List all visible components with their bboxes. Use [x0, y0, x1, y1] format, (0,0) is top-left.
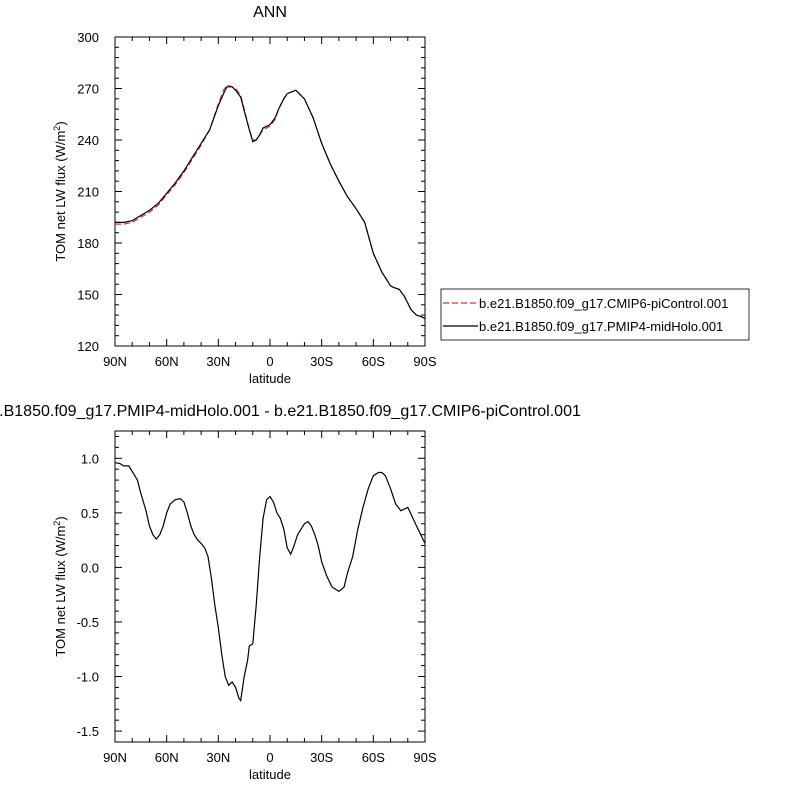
x-tick-label: 90N: [103, 750, 127, 765]
x-tick-label: 30N: [206, 750, 230, 765]
y-tick-label: 120: [77, 339, 99, 354]
series-line-1: [115, 86, 426, 320]
x-tick-label: 60N: [155, 354, 179, 369]
y-axis-label-main: TOM net LW flux (W/m: [53, 526, 68, 657]
y-axis-label: TOM net LW flux (W/m2): [52, 121, 68, 261]
y-tick-label: -1.5: [77, 724, 99, 739]
chart-title: b.e21.B1850.f09_g17.PMIP4-midHolo.001 - …: [0, 403, 581, 420]
x-tick-label: 90S: [413, 750, 436, 765]
x-axis-label: latitude: [249, 371, 291, 386]
legend: b.e21.B1850.f09_g17.CMIP6-piControl.001b…: [440, 288, 750, 341]
legend-label-0: b.e21.B1850.f09_g17.CMIP6-piControl.001: [479, 296, 728, 311]
x-axis-label: latitude: [249, 767, 291, 782]
plot-frame: [114, 36, 426, 347]
x-tick-label: 30S: [310, 354, 333, 369]
x-tick-label: 0: [266, 354, 273, 369]
y-tick-label: 240: [77, 133, 99, 148]
y-tick-label: -0.5: [77, 615, 99, 630]
y-tick-label: 1.0: [81, 451, 99, 466]
x-tick-label: 30S: [310, 750, 333, 765]
y-tick-label: 180: [77, 236, 99, 251]
y-axis-label-close: ): [53, 516, 68, 520]
plot-frame: [114, 430, 426, 743]
chart-title: ANN: [253, 4, 287, 21]
y-tick-label: 300: [77, 30, 99, 45]
y-axis-label-sup: 2: [52, 521, 62, 526]
x-tick-label: 60S: [362, 750, 385, 765]
y-axis-label-main: TOM net LW flux (W/m: [53, 131, 68, 262]
x-tick-label: 90N: [103, 354, 127, 369]
y-tick-label: -1.0: [77, 670, 99, 685]
plot-upper: ANN 90N 60N 30N 0 30S 60S 90S 120 150 180 210 240 270…: [52, 4, 437, 386]
y-tick-label: 270: [77, 82, 99, 97]
y-axis-label: TOM net LW flux (W/m2): [52, 516, 68, 656]
x-tick-label: 90S: [413, 354, 436, 369]
plot-lower: b.e21.B1850.f09_g17.PMIP4-midHolo.001 - …: [0, 403, 581, 782]
series-line-0: [115, 84, 426, 320]
y-tick-label: 0.5: [81, 506, 99, 521]
y-tick-label: 150: [77, 288, 99, 303]
y-axis-label-close: ): [53, 121, 68, 125]
y-tick-label: 210: [77, 185, 99, 200]
y-tick-label: 0.0: [81, 560, 99, 575]
series-line-0: [114, 462, 426, 702]
x-tick-label: 30N: [206, 354, 230, 369]
legend-box: [440, 288, 750, 341]
x-tick-label: 0: [266, 750, 273, 765]
x-tick-label: 60N: [155, 750, 179, 765]
y-axis-label-sup: 2: [52, 126, 62, 131]
legend-label-1: b.e21.B1850.f09_g17.PMIP4-midHolo.001: [479, 319, 723, 334]
x-tick-label: 60S: [362, 354, 385, 369]
